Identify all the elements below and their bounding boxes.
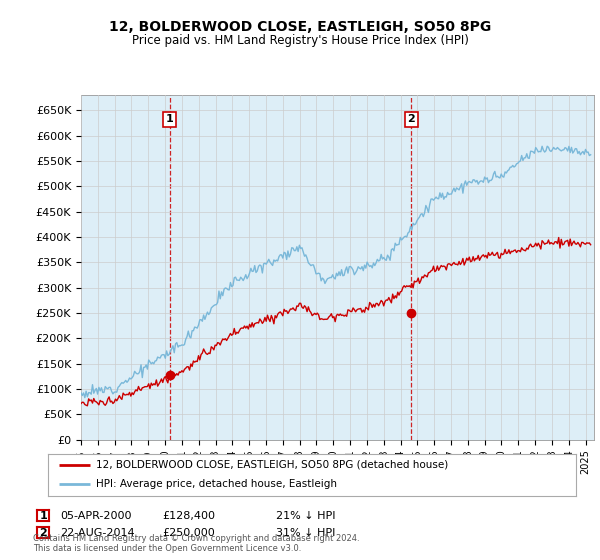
Text: 12, BOLDERWOOD CLOSE, EASTLEIGH, SO50 8PG: 12, BOLDERWOOD CLOSE, EASTLEIGH, SO50 8P…: [109, 20, 491, 34]
Text: £128,400: £128,400: [162, 511, 215, 521]
Text: 22-AUG-2014: 22-AUG-2014: [60, 528, 134, 538]
Text: 21% ↓ HPI: 21% ↓ HPI: [276, 511, 335, 521]
Text: 12, BOLDERWOOD CLOSE, EASTLEIGH, SO50 8PG (detached house): 12, BOLDERWOOD CLOSE, EASTLEIGH, SO50 8P…: [95, 460, 448, 470]
Text: 2: 2: [40, 528, 47, 538]
Text: Contains HM Land Registry data © Crown copyright and database right 2024.
This d: Contains HM Land Registry data © Crown c…: [33, 534, 359, 553]
Text: 31% ↓ HPI: 31% ↓ HPI: [276, 528, 335, 538]
Text: 1: 1: [166, 114, 173, 124]
Text: 1: 1: [40, 511, 47, 521]
Text: Price paid vs. HM Land Registry's House Price Index (HPI): Price paid vs. HM Land Registry's House …: [131, 34, 469, 46]
Text: 05-APR-2000: 05-APR-2000: [60, 511, 131, 521]
Text: £250,000: £250,000: [162, 528, 215, 538]
Text: HPI: Average price, detached house, Eastleigh: HPI: Average price, detached house, East…: [95, 479, 337, 489]
Text: 2: 2: [407, 114, 415, 124]
